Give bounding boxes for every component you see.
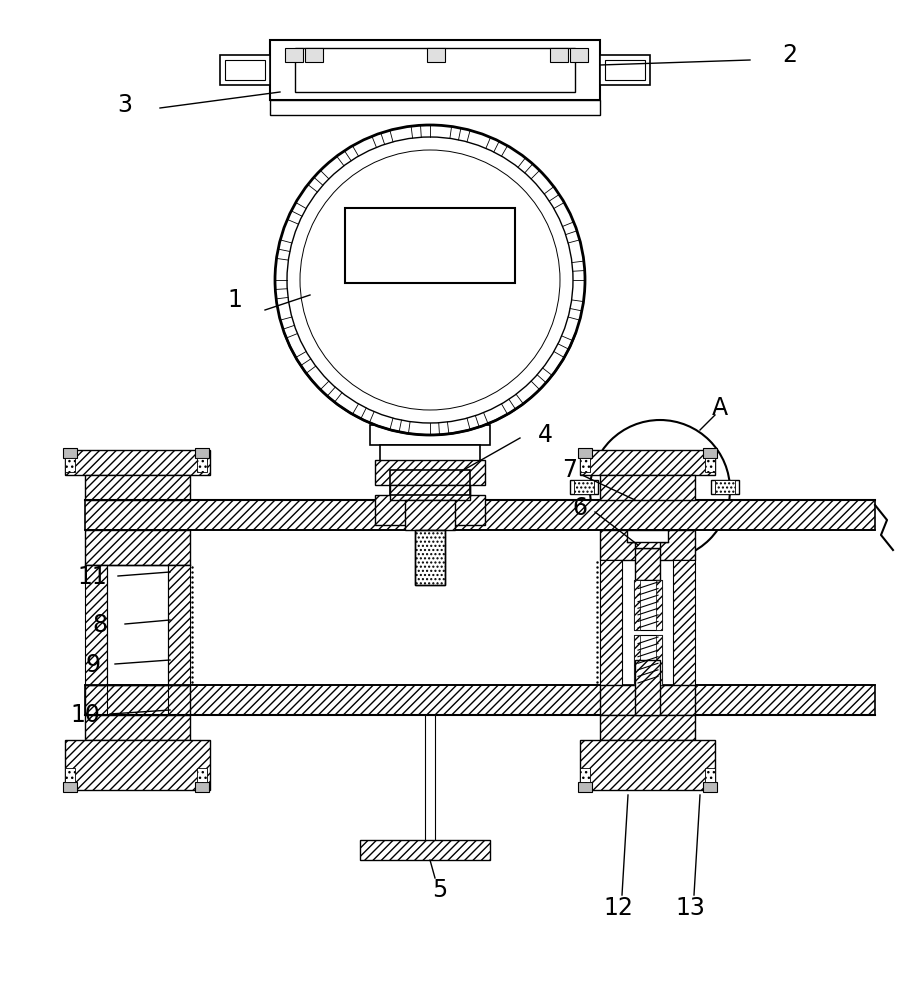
Bar: [220, 55, 270, 85]
Bar: [197, 768, 207, 782]
Bar: [270, 40, 600, 100]
Bar: [375, 460, 485, 485]
Text: 10: 10: [70, 703, 100, 727]
Bar: [65, 458, 75, 472]
Bar: [225, 60, 265, 80]
Text: A: A: [712, 396, 728, 420]
Bar: [195, 448, 209, 458]
Text: 11: 11: [77, 565, 107, 589]
Bar: [580, 768, 590, 782]
Circle shape: [287, 137, 573, 423]
Bar: [600, 475, 695, 500]
Bar: [285, 48, 303, 62]
Text: 4: 4: [538, 423, 552, 447]
Bar: [195, 782, 209, 792]
Text: 9: 9: [85, 653, 101, 677]
Bar: [715, 480, 735, 494]
Bar: [580, 740, 715, 790]
Bar: [425, 715, 435, 845]
Bar: [578, 448, 592, 458]
Bar: [390, 485, 470, 500]
Bar: [85, 715, 190, 740]
Bar: [85, 685, 875, 715]
Bar: [415, 530, 445, 585]
Bar: [711, 480, 739, 494]
Bar: [580, 450, 715, 475]
Bar: [570, 480, 598, 494]
Bar: [705, 458, 715, 472]
Bar: [375, 495, 485, 525]
Bar: [600, 530, 695, 560]
Bar: [380, 445, 480, 470]
Bar: [703, 782, 717, 792]
Bar: [65, 450, 210, 475]
Bar: [600, 685, 695, 715]
Bar: [627, 530, 668, 542]
Bar: [405, 500, 455, 530]
Bar: [634, 635, 662, 685]
Bar: [197, 458, 207, 472]
Bar: [673, 560, 695, 685]
Bar: [600, 715, 695, 740]
Bar: [65, 768, 75, 782]
Bar: [550, 48, 568, 62]
Bar: [600, 560, 622, 685]
Bar: [635, 530, 660, 548]
Bar: [390, 470, 470, 495]
Bar: [85, 475, 190, 500]
Bar: [85, 530, 190, 565]
Bar: [370, 425, 490, 445]
Bar: [635, 548, 660, 580]
Text: 13: 13: [675, 896, 705, 920]
Text: 7: 7: [562, 458, 577, 482]
Bar: [270, 100, 600, 115]
Bar: [605, 60, 645, 80]
Bar: [578, 782, 592, 792]
Bar: [65, 740, 210, 790]
Bar: [295, 48, 575, 92]
Bar: [305, 48, 323, 62]
Bar: [634, 580, 640, 630]
Bar: [63, 782, 77, 792]
Bar: [85, 685, 190, 715]
Bar: [703, 448, 717, 458]
Bar: [634, 635, 640, 685]
Bar: [168, 565, 190, 685]
Bar: [656, 635, 662, 685]
Text: 12: 12: [603, 896, 633, 920]
Bar: [574, 480, 594, 494]
Bar: [360, 840, 490, 860]
Bar: [600, 560, 695, 685]
Text: 8: 8: [93, 613, 107, 637]
Bar: [427, 48, 445, 62]
Bar: [705, 768, 715, 782]
Bar: [85, 500, 875, 530]
Text: 5: 5: [432, 878, 448, 902]
Bar: [345, 208, 515, 283]
Text: 2: 2: [783, 43, 797, 67]
Circle shape: [275, 125, 585, 435]
Bar: [634, 580, 662, 630]
Bar: [415, 530, 445, 585]
Bar: [656, 580, 662, 630]
Text: 1: 1: [228, 288, 242, 312]
Bar: [635, 660, 660, 715]
Circle shape: [300, 150, 560, 410]
Text: 6: 6: [573, 496, 587, 520]
Bar: [85, 565, 107, 685]
Bar: [85, 565, 190, 685]
Circle shape: [590, 420, 730, 560]
Text: 3: 3: [117, 93, 133, 117]
Bar: [390, 470, 470, 495]
Bar: [63, 448, 77, 458]
Bar: [600, 55, 650, 85]
Bar: [580, 458, 590, 472]
Bar: [570, 48, 588, 62]
